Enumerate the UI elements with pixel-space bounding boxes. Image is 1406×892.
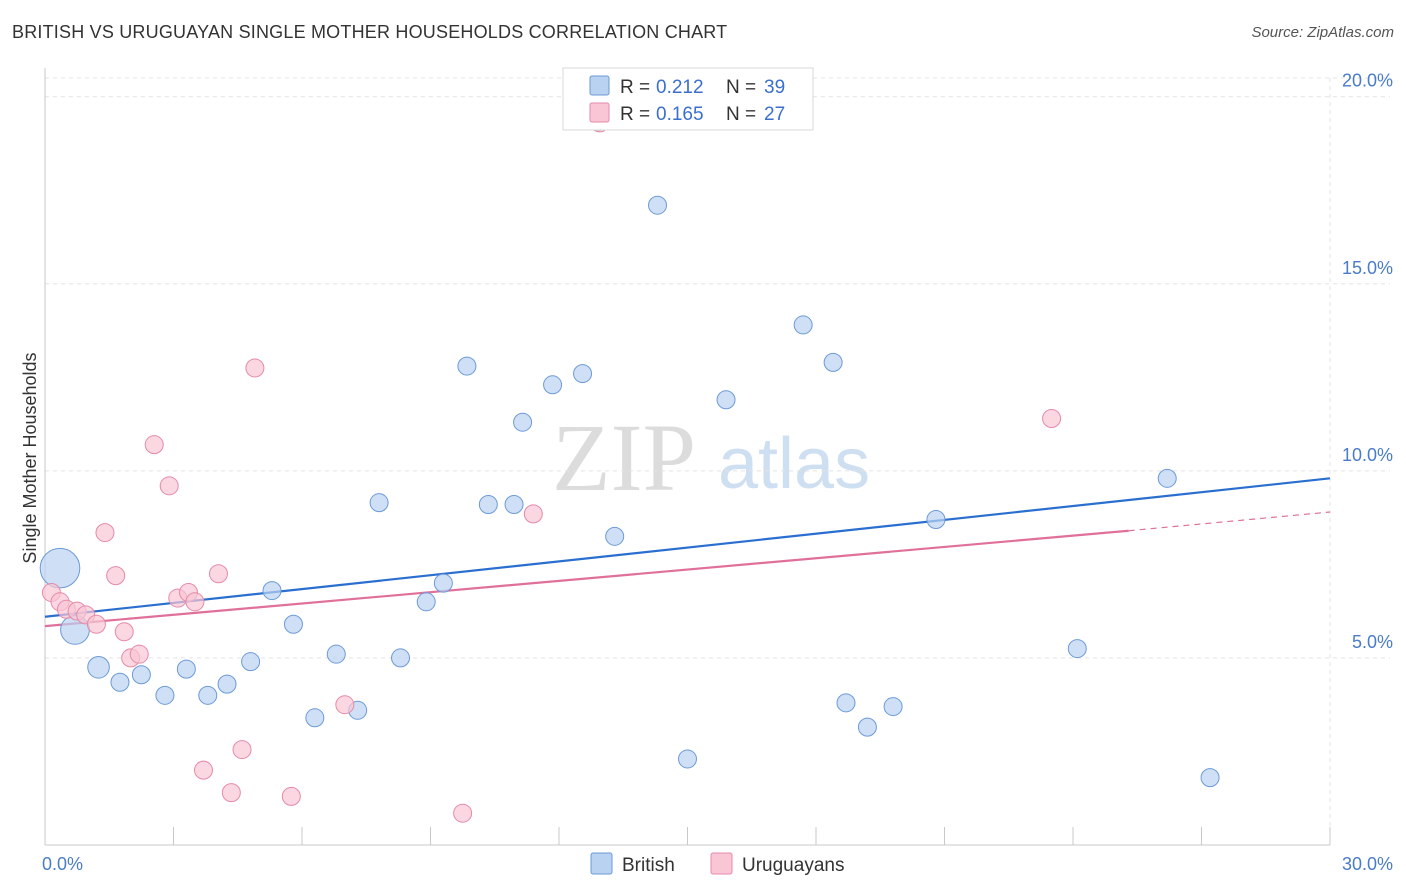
british-point-4 — [131, 665, 151, 685]
british-point-37 — [1200, 768, 1220, 788]
legend-british-r-label: R = — [620, 77, 650, 98]
british-point-8 — [217, 674, 237, 694]
british-point-34 — [926, 509, 946, 529]
british-point-36 — [1157, 468, 1177, 488]
uruguayan-point-21 — [281, 786, 301, 806]
trendline-uruguayans-extension — [1128, 511, 1331, 532]
british-point-30 — [823, 352, 843, 372]
british-point-35 — [1067, 639, 1087, 659]
uruguayan-point-23 — [453, 803, 473, 823]
y-tick-labels: 5.0% 10.0% 15.0% 20.0% — [1342, 71, 1393, 652]
bottom-legend: British Uruguayans — [590, 852, 844, 876]
watermark-zip: ZIP — [552, 404, 696, 511]
y-tick-label-5: 5.0% — [1352, 632, 1393, 652]
british-point-28 — [716, 390, 736, 410]
bottom-legend-uruguayans-label: Uruguayans — [742, 855, 844, 876]
uruguayan-point-24 — [523, 504, 543, 524]
british-point-18 — [433, 573, 453, 593]
british-point-5 — [155, 685, 175, 705]
uruguayan-point-5 — [86, 614, 106, 634]
british-point-24 — [573, 364, 593, 384]
british-point-31 — [836, 693, 856, 713]
british-point-10 — [262, 581, 282, 601]
british-point-3 — [110, 672, 130, 692]
british-point-25 — [605, 526, 625, 546]
uruguayan-point-11 — [144, 435, 164, 455]
british-point-13 — [326, 644, 346, 664]
british-point-19 — [457, 356, 477, 376]
trendline-uruguayans — [44, 529, 1129, 628]
british-point-21 — [504, 495, 524, 515]
uruguayan-point-20 — [245, 358, 265, 378]
chart-source: Source: ZipAtlas.com — [1251, 24, 1394, 41]
data-points — [39, 113, 1220, 823]
british-point-23 — [543, 375, 563, 395]
bottom-legend-british-swatch — [590, 852, 613, 875]
legend-uruguayans-n-label: N = — [726, 104, 756, 125]
uruguayan-point-17 — [208, 564, 228, 584]
y-axis-title: Single Mother Households — [20, 352, 40, 563]
legend-british-n-value: 39 — [764, 77, 785, 98]
british-point-32 — [857, 717, 877, 737]
uruguayan-point-18 — [221, 783, 241, 803]
british-point-29 — [793, 315, 813, 335]
uruguayan-point-6 — [95, 523, 115, 543]
y-tick-label-20: 20.0% — [1342, 71, 1393, 91]
legend-uruguayans-r-value: 0.165 — [656, 104, 704, 125]
uruguayan-point-10 — [129, 644, 149, 664]
british-point-11 — [283, 614, 303, 634]
legend-uruguayans-swatch — [589, 102, 610, 123]
british-point-16 — [391, 648, 411, 668]
british-point-7 — [198, 685, 218, 705]
bottom-legend-uruguayans-swatch — [710, 852, 733, 875]
x-tick-label-max: 30.0% — [1342, 854, 1393, 874]
uruguayan-point-7 — [106, 566, 126, 586]
chart-title: BRITISH VS URUGUAYAN SINGLE MOTHER HOUSE… — [12, 22, 728, 42]
legend-uruguayans-n-value: 27 — [764, 104, 785, 125]
uruguayan-point-8 — [114, 622, 134, 642]
british-point-33 — [883, 697, 903, 717]
y-tick-label-10: 10.0% — [1342, 445, 1393, 465]
uruguayan-point-12 — [159, 476, 179, 496]
watermark-atlas: atlas — [718, 424, 870, 504]
uruguayan-point-22 — [335, 695, 355, 715]
uruguayan-point-19 — [232, 740, 252, 760]
watermark: ZIP atlas — [552, 404, 870, 511]
british-point-0 — [39, 547, 81, 589]
british-point-2 — [87, 655, 110, 679]
british-point-26 — [648, 195, 668, 215]
axes — [44, 68, 1331, 846]
trendlines — [44, 477, 1331, 628]
british-point-22 — [513, 412, 533, 432]
bottom-legend-british-label: British — [622, 855, 675, 876]
legend-british-n-label: N = — [726, 77, 756, 98]
uruguayan-point-26 — [1042, 408, 1062, 428]
british-point-17 — [416, 592, 436, 612]
british-point-12 — [305, 708, 325, 728]
british-point-15 — [369, 493, 389, 513]
x-tick-label-min: 0.0% — [42, 854, 83, 874]
y-tick-label-15: 15.0% — [1342, 258, 1393, 278]
british-point-9 — [241, 652, 261, 672]
british-point-20 — [478, 495, 498, 515]
top-legend: R = 0.212 N = 39 R = 0.165 N = 27 — [562, 67, 814, 131]
uruguayan-point-15 — [185, 592, 205, 612]
british-point-27 — [678, 749, 697, 769]
legend-british-r-value: 0.212 — [656, 77, 704, 98]
uruguayan-point-16 — [193, 760, 213, 780]
trendline-british — [44, 477, 1331, 618]
legend-british-swatch — [589, 75, 610, 96]
british-point-6 — [176, 659, 196, 679]
legend-uruguayans-r-label: R = — [620, 104, 650, 125]
